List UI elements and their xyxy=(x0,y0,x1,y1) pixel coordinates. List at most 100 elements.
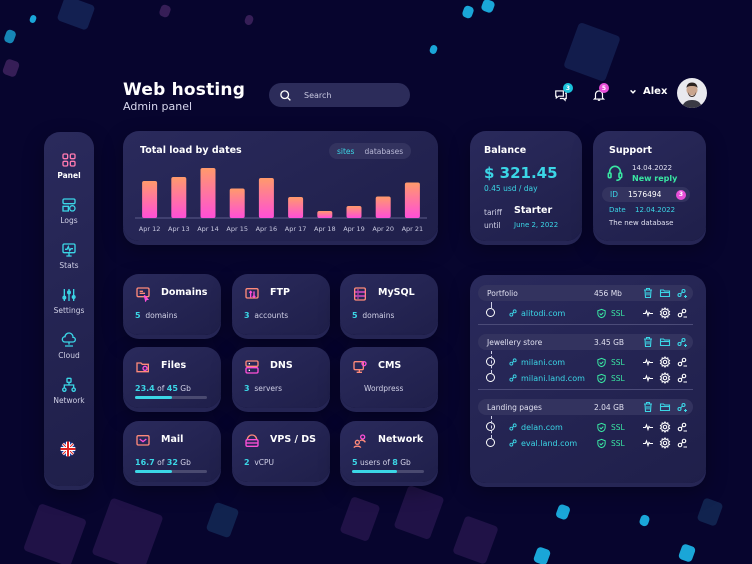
ssl-status: SSL xyxy=(596,438,625,449)
unlink-icon[interactable] xyxy=(676,356,688,368)
tile-domains[interactable]: Domains 5 domains xyxy=(123,274,221,335)
ssl-status: SSL xyxy=(596,308,625,319)
bar-apr-12[interactable] xyxy=(142,181,158,218)
chart-title: Total load by dates xyxy=(140,145,242,156)
folder-icon[interactable] xyxy=(659,401,671,413)
bar-apr-16[interactable] xyxy=(258,178,274,218)
tile-dns[interactable]: DNS 3 servers xyxy=(232,347,330,408)
tile-title: CMS xyxy=(378,360,402,371)
tile-title: MySQL xyxy=(378,287,415,298)
x-tick-label: Apr 18 xyxy=(314,225,336,233)
trash-icon[interactable] xyxy=(642,336,654,348)
gear-icon[interactable] xyxy=(659,437,671,449)
site-group-2[interactable]: Landing pages 2.04 GB xyxy=(478,399,693,415)
activity-icon[interactable] xyxy=(642,437,654,449)
tile-ftp[interactable]: FTP 3 accounts xyxy=(232,274,330,335)
bar-apr-20[interactable] xyxy=(375,196,391,219)
site-group-1[interactable]: Jewellery store 3.45 GB xyxy=(478,334,693,350)
bar-apr-13[interactable] xyxy=(171,177,187,218)
sidebar-item-settings[interactable]: Settings xyxy=(44,287,94,315)
tree-line xyxy=(491,416,492,438)
notifications-badge: 5 xyxy=(599,83,609,93)
sidebar-item-stats[interactable]: Stats xyxy=(44,242,94,270)
gear-icon[interactable] xyxy=(659,372,671,384)
folder-icon[interactable] xyxy=(659,287,671,299)
bar-apr-18[interactable] xyxy=(317,211,333,218)
language-button[interactable] xyxy=(60,441,76,461)
support-card[interactable]: Support 14.04.2022 New reply ID 1576494 … xyxy=(593,131,706,241)
activity-icon[interactable] xyxy=(642,356,654,368)
add-link-icon[interactable] xyxy=(676,336,688,348)
notifications-button[interactable]: 5 xyxy=(592,83,609,103)
domain-link[interactable]: eval.land.com xyxy=(508,438,577,448)
tile-mysql[interactable]: MySQL 5 domains xyxy=(340,274,438,335)
sidebar-item-panel[interactable]: Panel xyxy=(44,152,94,180)
ticket-badge: 3 xyxy=(676,189,686,200)
headset-icon xyxy=(607,165,623,182)
ticket-topic: The new database xyxy=(609,219,674,227)
user-menu[interactable]: Alex xyxy=(629,86,667,97)
tile-summary: 3 accounts xyxy=(244,311,289,320)
tile-network[interactable]: Network 5 users of 8 Gb xyxy=(340,421,438,482)
add-link-icon[interactable] xyxy=(676,401,688,413)
activity-icon[interactable] xyxy=(642,421,654,433)
sidebar-item-label: Network xyxy=(53,396,85,405)
gear-icon[interactable] xyxy=(659,307,671,319)
bar-apr-21[interactable] xyxy=(404,182,420,219)
activity-icon[interactable] xyxy=(642,307,654,319)
unlink-icon[interactable] xyxy=(676,307,688,319)
activity-icon[interactable] xyxy=(642,372,654,384)
domain-link[interactable]: milani.land.com xyxy=(508,373,585,383)
toggle-sites[interactable]: sites xyxy=(337,146,355,156)
trash-icon[interactable] xyxy=(642,401,654,413)
unlink-icon[interactable] xyxy=(676,421,688,433)
bar-apr-17[interactable] xyxy=(288,197,304,218)
search-input[interactable]: Search xyxy=(269,83,410,107)
domain-link[interactable]: delan.com xyxy=(508,422,563,432)
add-link-icon[interactable] xyxy=(676,287,688,299)
site-row: milani.com SSL xyxy=(478,355,693,369)
tree-node-icon xyxy=(486,373,495,382)
messages-button[interactable]: 3 xyxy=(554,83,573,103)
toggle-databases[interactable]: databases xyxy=(364,146,404,156)
tile-cms[interactable]: CMS Wordpress xyxy=(340,347,438,408)
x-tick-label: Apr 17 xyxy=(285,225,307,233)
tile-usage: 5 users of 8 Gb xyxy=(352,458,411,467)
gear-icon[interactable] xyxy=(659,356,671,368)
sidebar-item-network[interactable]: Network xyxy=(44,377,94,405)
bar-apr-19[interactable] xyxy=(346,206,362,218)
group-size: 456 Mb xyxy=(594,289,622,298)
domain-link[interactable]: milani.com xyxy=(508,357,565,367)
tile-progress-bar xyxy=(135,396,207,399)
tile-title: Network xyxy=(378,434,424,445)
unlink-icon[interactable] xyxy=(676,437,688,449)
tile-mail[interactable]: Mail 16.7 of 32 Gb xyxy=(123,421,221,482)
balance-card: Balance $ 321.45 0.45 usd / day tariff S… xyxy=(470,131,582,241)
tile-files[interactable]: Files 23.4 of 45 Gb xyxy=(123,347,221,408)
bar-apr-15[interactable] xyxy=(229,188,245,219)
site-group-0[interactable]: Portfolio 456 Mb xyxy=(478,285,693,301)
tile-vps-ds[interactable]: VPS / DS 2 vCPU xyxy=(232,421,330,482)
bar-apr-14[interactable] xyxy=(200,168,216,218)
x-tick-label: Apr 12 xyxy=(139,225,161,233)
unlink-icon[interactable] xyxy=(676,372,688,384)
ssl-status: SSL xyxy=(596,422,625,433)
group-name: Jewellery store xyxy=(487,338,543,347)
support-status: New reply xyxy=(632,174,678,183)
domain-link[interactable]: alitodi.com xyxy=(508,308,565,318)
sidebar-item-logs[interactable]: Logs xyxy=(44,197,94,225)
ticket-date-label: Date xyxy=(609,206,626,214)
chevron-down-icon xyxy=(630,89,636,94)
shield-check-icon xyxy=(597,373,606,384)
group-name: Portfolio xyxy=(487,289,518,298)
site-row: eval.land.com SSL xyxy=(478,436,693,450)
sidebar-item-cloud[interactable]: Cloud xyxy=(44,332,94,360)
cms-icon xyxy=(353,361,367,373)
files-icon xyxy=(136,362,149,373)
trash-icon[interactable] xyxy=(642,287,654,299)
gear-icon[interactable] xyxy=(659,421,671,433)
folder-icon[interactable] xyxy=(659,336,671,348)
until-value: June 2, 2022 xyxy=(514,221,559,229)
tile-summary: 2 vCPU xyxy=(244,458,275,467)
avatar[interactable] xyxy=(677,78,707,108)
